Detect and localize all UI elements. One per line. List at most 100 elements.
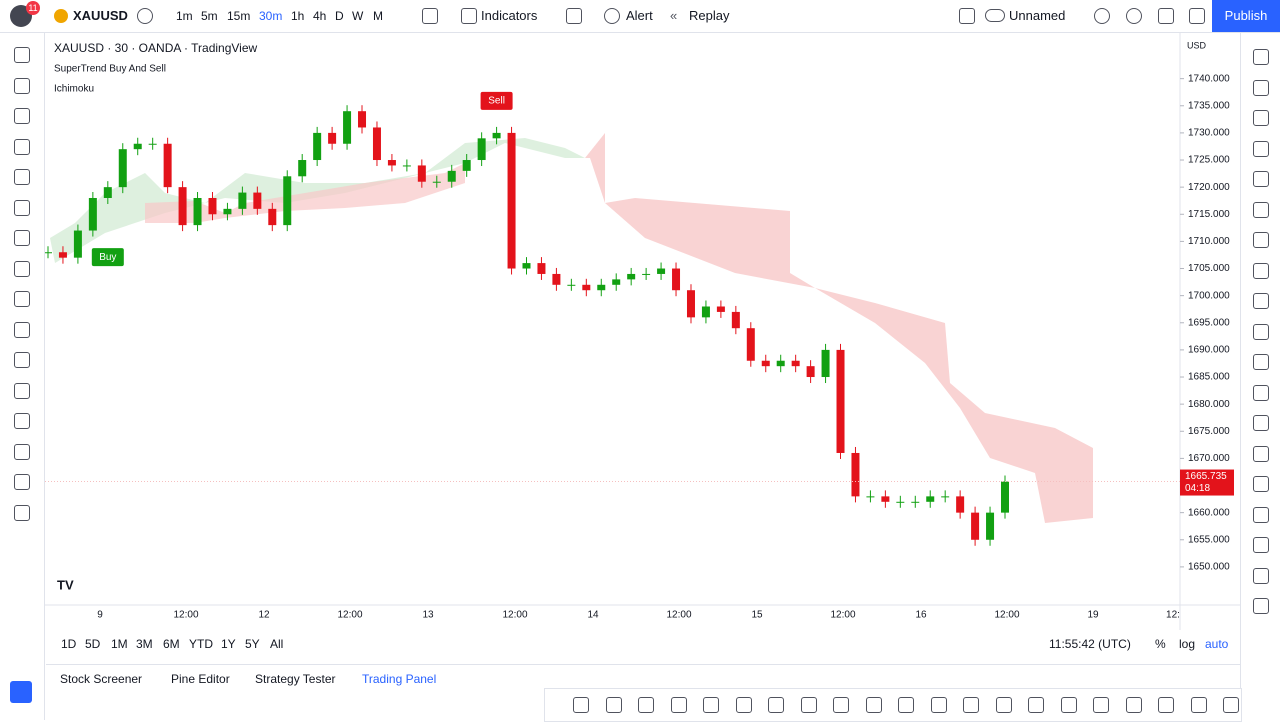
sidebar-button[interactable]: [1253, 445, 1269, 462]
percent-toggle[interactable]: %: [1155, 637, 1166, 651]
tool-button[interactable]: [14, 291, 30, 307]
candle: [986, 512, 995, 540]
sidebar-button[interactable]: [1253, 79, 1269, 96]
search-button[interactable]: [1094, 8, 1110, 24]
chart-type-button[interactable]: [422, 8, 438, 24]
sidebar-button[interactable]: [1253, 506, 1269, 523]
tool-button[interactable]: [14, 77, 30, 94]
layout-name[interactable]: Unnamed: [1009, 8, 1066, 23]
tool-button[interactable]: [14, 169, 30, 185]
sidebar-button[interactable]: [1253, 323, 1269, 340]
range-button[interactable]: 6M: [163, 637, 180, 651]
top-toolbar: 11 XAUUSD 1m 5m 15m 30m 1h 4h D W M Indicators A…: [0, 0, 1280, 33]
tool-button[interactable]: [14, 474, 30, 490]
settings-button[interactable]: [1126, 8, 1142, 24]
sidebar-button[interactable]: [1253, 232, 1269, 248]
range-button[interactable]: YTD: [189, 637, 213, 651]
indicators-button[interactable]: Indicators: [481, 8, 538, 23]
auto-toggle[interactable]: auto: [1205, 637, 1229, 651]
draw-tool[interactable]: [833, 697, 849, 713]
sidebar-button[interactable]: [1253, 598, 1269, 614]
publish-button[interactable]: Publish: [1212, 0, 1280, 32]
sidebar-button[interactable]: [1253, 415, 1269, 431]
sidebar-button[interactable]: [1253, 354, 1269, 370]
templates-button[interactable]: [566, 8, 582, 24]
range-button[interactable]: 1Y: [221, 637, 236, 651]
tab[interactable]: Strategy Tester: [255, 672, 336, 686]
range-button[interactable]: 5D: [85, 637, 101, 651]
tool-button[interactable]: [14, 199, 30, 216]
draw-tool[interactable]: [1158, 697, 1174, 713]
interval[interactable]: 15m: [227, 9, 251, 23]
range-button[interactable]: All: [270, 637, 284, 651]
draw-tool[interactable]: [1028, 697, 1044, 713]
range-button[interactable]: 3M: [136, 637, 153, 651]
tool-button[interactable]: [14, 260, 30, 277]
draw-tool[interactable]: [605, 697, 622, 713]
range-button[interactable]: 1D: [61, 637, 77, 651]
sidebar-button[interactable]: [1253, 262, 1269, 279]
tool-button[interactable]: [14, 443, 30, 460]
sidebar-button[interactable]: [1253, 49, 1269, 65]
interval[interactable]: 1m: [176, 9, 193, 23]
tab[interactable]: Stock Screener: [60, 672, 143, 686]
tool-button[interactable]: [14, 382, 30, 399]
sidebar-button[interactable]: [1253, 293, 1269, 309]
draw-tool[interactable]: [930, 697, 947, 713]
range-button[interactable]: 5Y: [245, 637, 260, 651]
sidebar-button[interactable]: [1253, 201, 1269, 218]
draw-tool[interactable]: [865, 697, 882, 713]
snapshot-button[interactable]: [1189, 8, 1205, 24]
alert-button[interactable]: Alert: [626, 8, 653, 23]
fullscreen-button[interactable]: [1158, 8, 1174, 24]
interval[interactable]: D: [335, 9, 344, 23]
layout-icon[interactable]: [959, 8, 975, 24]
draw-tool[interactable]: [995, 697, 1012, 713]
draw-tool[interactable]: [768, 697, 784, 713]
interval[interactable]: 5m: [201, 9, 218, 23]
draw-tool[interactable]: [1223, 697, 1239, 713]
sidebar-button[interactable]: [1253, 171, 1269, 187]
interval[interactable]: 1h: [291, 9, 305, 23]
tab[interactable]: Trading Panel: [362, 672, 437, 686]
x-tick-label: 16: [915, 610, 927, 621]
tool-button[interactable]: [14, 108, 30, 124]
sidebar-button[interactable]: [1253, 110, 1269, 126]
screener-icon[interactable]: [10, 681, 32, 703]
tool-button[interactable]: [14, 321, 30, 338]
draw-tool[interactable]: [703, 697, 719, 713]
interval[interactable]: W: [352, 9, 364, 23]
tool-button[interactable]: [14, 230, 30, 246]
interval[interactable]: 30m: [259, 9, 283, 23]
tool-button[interactable]: [14, 47, 30, 63]
sidebar-button[interactable]: [1253, 476, 1269, 492]
sidebar-button[interactable]: [1253, 537, 1269, 553]
compare-button[interactable]: [137, 8, 153, 24]
draw-tool[interactable]: [963, 697, 979, 713]
symbol[interactable]: XAUUSD: [73, 8, 128, 23]
draw-tool[interactable]: [638, 697, 654, 713]
replay-icon: «: [670, 8, 678, 23]
draw-tool[interactable]: [898, 697, 914, 713]
replay-button[interactable]: Replay: [689, 8, 730, 23]
range-button[interactable]: 1M: [111, 637, 128, 651]
draw-tool[interactable]: [735, 697, 752, 713]
draw-tool[interactable]: [1060, 697, 1077, 713]
sidebar-button[interactable]: [1253, 140, 1269, 157]
tool-button[interactable]: [14, 138, 30, 155]
tool-button[interactable]: [14, 413, 30, 429]
draw-tool[interactable]: [1190, 697, 1207, 713]
tool-button[interactable]: [14, 352, 30, 368]
log-toggle[interactable]: log: [1179, 637, 1196, 651]
draw-tool[interactable]: [1125, 697, 1142, 713]
draw-tool[interactable]: [1093, 697, 1109, 713]
tool-button[interactable]: [14, 504, 30, 521]
sidebar-button[interactable]: [1253, 567, 1269, 584]
sidebar-button[interactable]: [1253, 384, 1269, 401]
tab[interactable]: Pine Editor: [171, 672, 230, 686]
draw-tool[interactable]: [573, 697, 589, 713]
draw-tool[interactable]: [800, 697, 817, 713]
interval[interactable]: 4h: [313, 9, 327, 23]
interval[interactable]: M: [373, 9, 383, 23]
draw-tool[interactable]: [670, 697, 687, 713]
